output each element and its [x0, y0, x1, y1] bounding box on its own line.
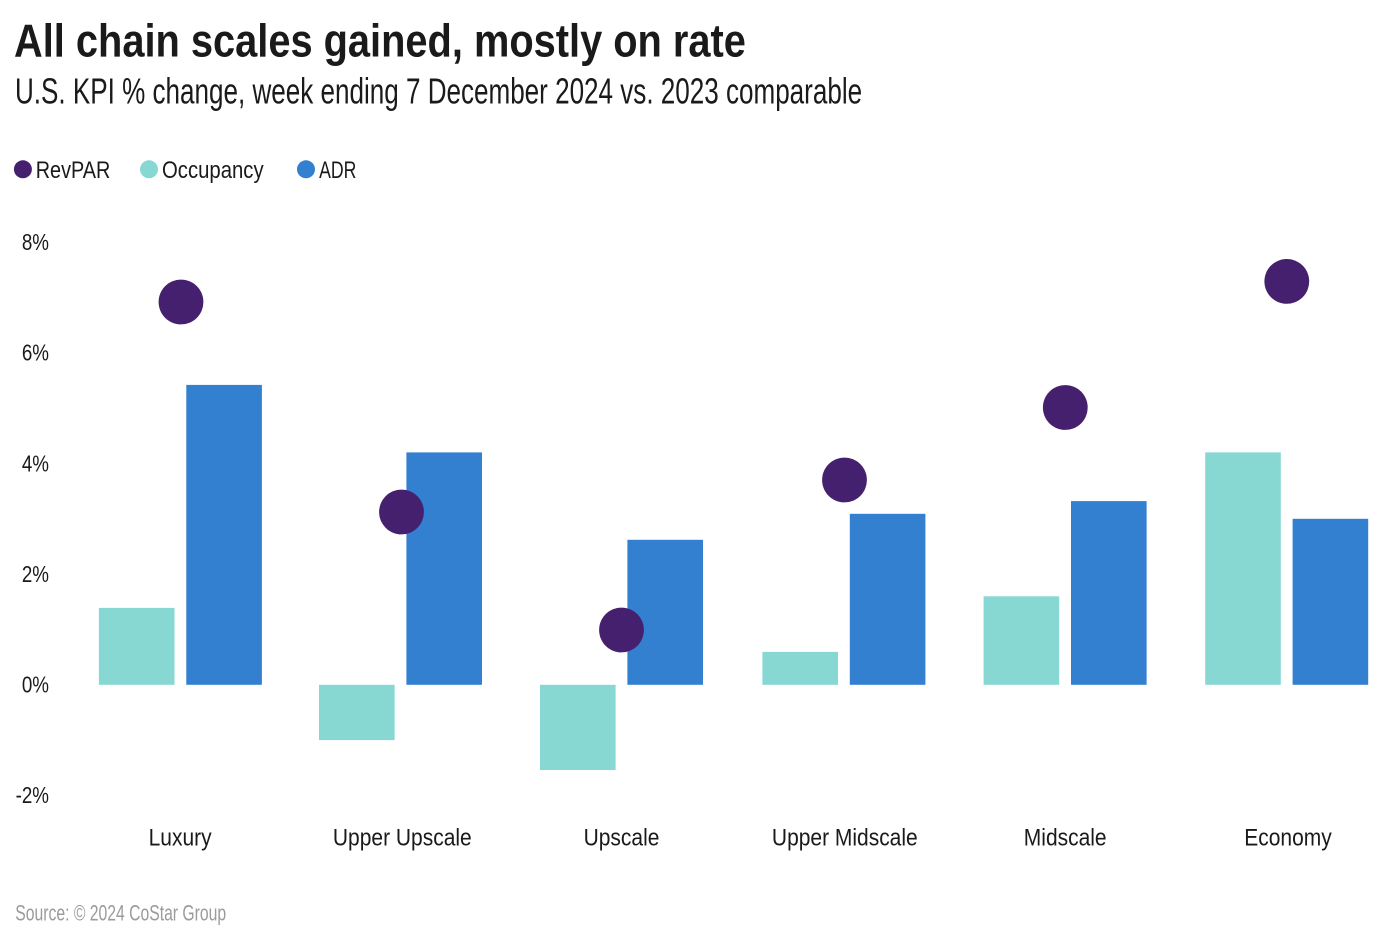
- svg-text:8%: 8%: [22, 229, 49, 256]
- svg-text:6%: 6%: [22, 340, 49, 367]
- svg-text:0%: 0%: [22, 672, 49, 699]
- svg-text:Upper Midscale: Upper Midscale: [772, 824, 918, 851]
- svg-text:All chain scales gained, mostl: All chain scales gained, mostly on rate: [14, 16, 746, 67]
- svg-text:-2%: -2%: [16, 782, 49, 809]
- svg-text:Economy: Economy: [1244, 824, 1332, 851]
- svg-text:Source: © 2024 CoStar Group: Source: © 2024 CoStar Group: [15, 902, 226, 926]
- svg-text:Luxury: Luxury: [149, 824, 213, 851]
- svg-text:Occupancy: Occupancy: [162, 157, 264, 184]
- svg-text:2%: 2%: [22, 561, 49, 588]
- svg-text:Upper Upscale: Upper Upscale: [333, 824, 472, 851]
- svg-text:U.S. KPI % change, week ending: U.S. KPI % change, week ending 7 Decembe…: [15, 72, 862, 112]
- svg-text:RevPAR: RevPAR: [36, 156, 111, 183]
- svg-text:Upscale: Upscale: [584, 824, 660, 851]
- svg-text:ADR: ADR: [319, 158, 356, 184]
- svg-text:4%: 4%: [22, 450, 49, 477]
- svg-text:Midscale: Midscale: [1024, 824, 1107, 851]
